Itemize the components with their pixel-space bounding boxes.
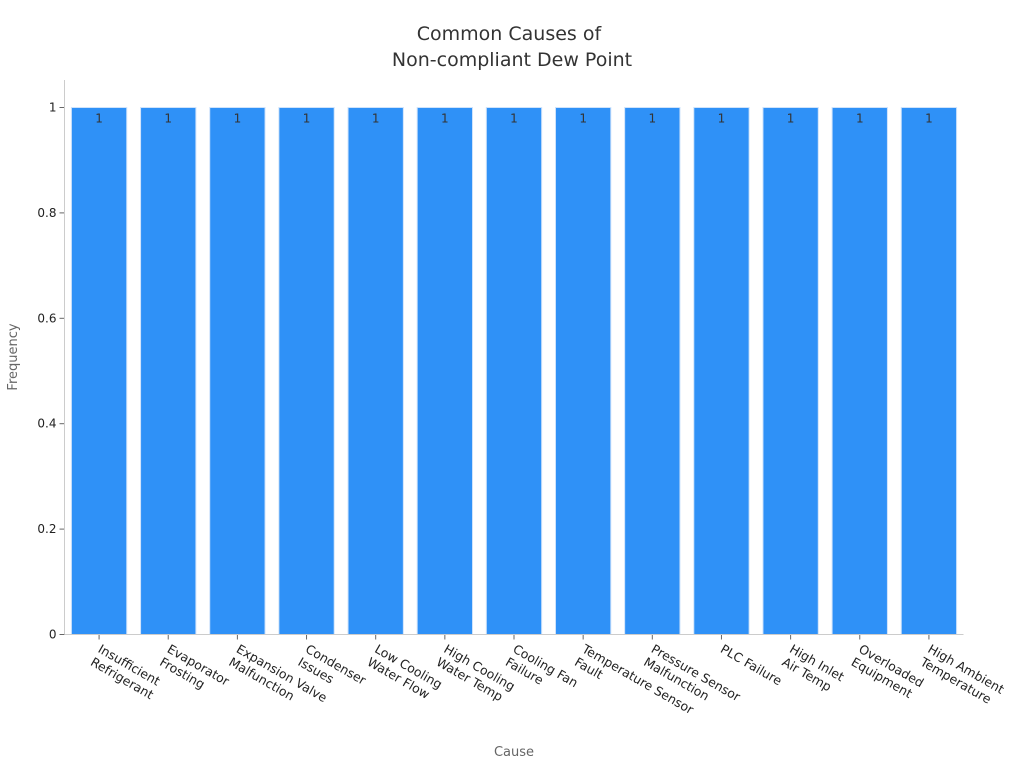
x-tick-label-line: PLC Failure: [718, 641, 785, 688]
bar: [624, 107, 681, 635]
data-label: 1: [164, 112, 172, 126]
bar: [70, 107, 128, 635]
bar: [554, 107, 612, 635]
x-tick-label: PLC Failure: [718, 641, 785, 688]
bar: [278, 107, 335, 635]
y-tick-label: 0.6: [37, 311, 56, 325]
y-axis: 0 0.2 0.4 0.6 0.8 1: [37, 101, 65, 642]
data-label: 1: [234, 112, 242, 126]
bar: [140, 107, 197, 635]
data-label: 1: [95, 112, 103, 126]
bar: [485, 107, 543, 635]
data-label: 1: [579, 112, 587, 126]
data-label: 1: [856, 112, 864, 126]
y-tick-label: 1: [49, 101, 57, 115]
chart-title-line-2: Non-compliant Dew Point: [392, 49, 632, 71]
data-label: 1: [787, 112, 795, 126]
x-axis: InsufficientRefrigerant EvaporatorFrostin…: [88, 634, 1007, 718]
bar: [209, 107, 266, 635]
x-axis-label: Cause: [494, 745, 534, 760]
y-tick-label: 0.4: [37, 417, 56, 431]
bar: [762, 107, 819, 635]
x-tick-label: OverloadedEquipment: [849, 641, 927, 703]
chart-title: Common Causes of Non-compliant Dew Point: [392, 23, 632, 71]
data-label: 1: [648, 112, 656, 126]
y-tick-label: 0.8: [37, 206, 56, 220]
x-tick-label: High AmbientTemperature: [917, 641, 1007, 710]
chart-title-line-1: Common Causes of: [417, 23, 603, 45]
data-label: 1: [372, 112, 380, 126]
x-tick-label: Low CoolingWater Flow: [365, 641, 445, 705]
y-axis-label: Frequency: [6, 323, 21, 390]
x-tick-label: High CoolingWater Temp: [434, 641, 518, 707]
bar: [347, 107, 404, 635]
y-tick-label: 0.2: [37, 522, 56, 536]
x-tick-label: High InletAir Temp: [780, 641, 847, 697]
data-label: 1: [303, 112, 311, 126]
x-tick-label: InsufficientRefrigerant: [88, 641, 164, 702]
data-label: 1: [510, 112, 518, 126]
bar: [831, 107, 888, 635]
bar: [693, 107, 750, 635]
bar: [900, 107, 958, 635]
x-tick-label: Cooling FanFailure: [503, 641, 581, 703]
bars-group: 1 1 1 1 1 1 1 1 1 1 1 1 1: [70, 107, 958, 635]
bar: [416, 107, 474, 635]
y-tick-label: 0: [49, 628, 57, 642]
x-tick-label: EvaporatorFrosting: [157, 641, 233, 702]
data-label: 1: [925, 112, 933, 126]
data-label: 1: [718, 112, 726, 126]
data-label: 1: [441, 112, 449, 126]
